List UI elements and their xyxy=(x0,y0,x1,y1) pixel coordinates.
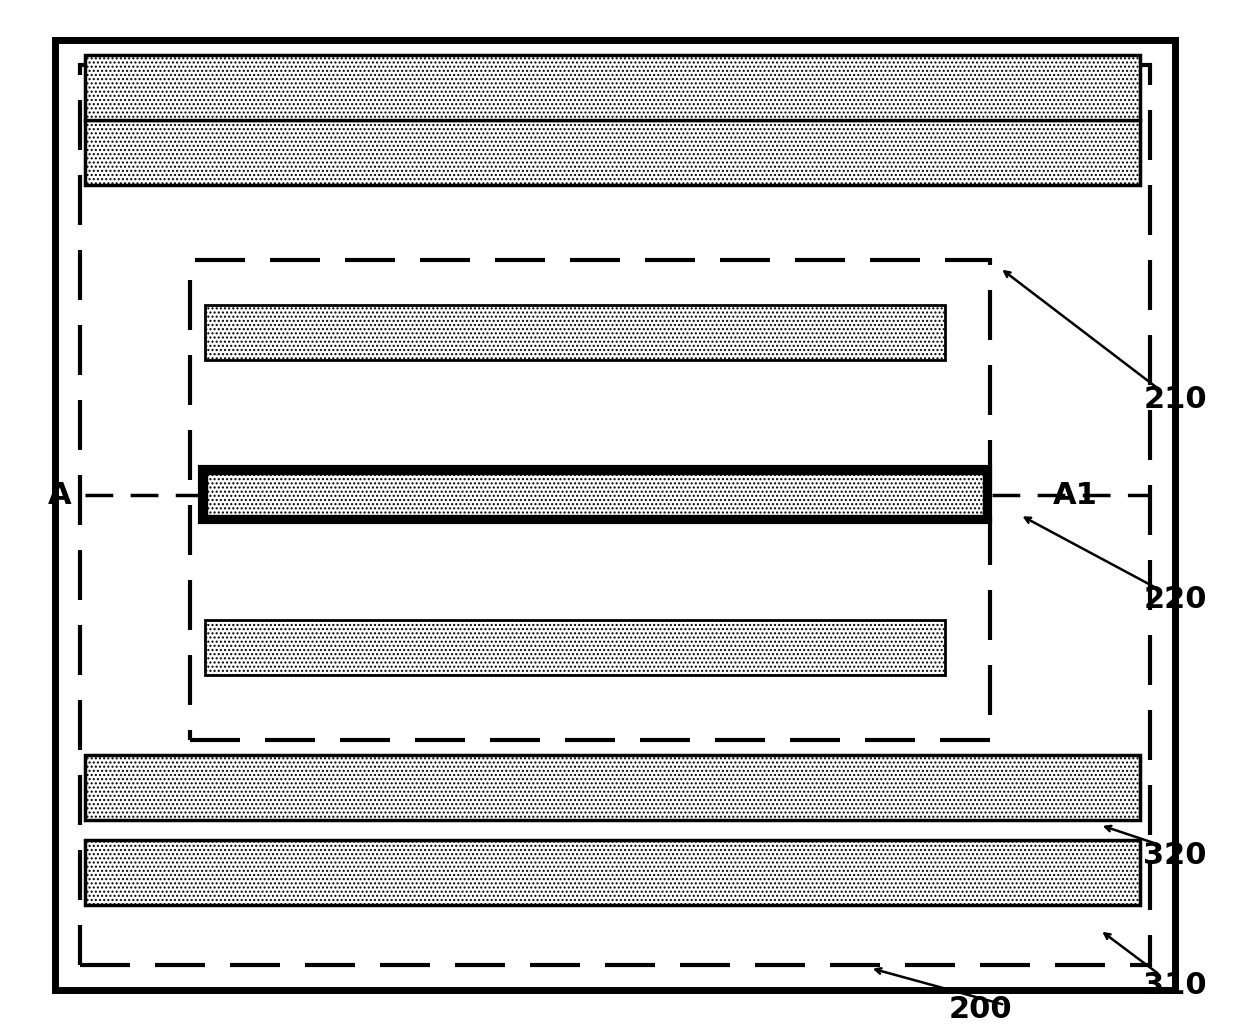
FancyBboxPatch shape xyxy=(86,55,1140,121)
Text: 320: 320 xyxy=(1143,840,1207,869)
FancyBboxPatch shape xyxy=(205,620,945,675)
Text: 200: 200 xyxy=(949,996,1012,1025)
FancyBboxPatch shape xyxy=(200,467,990,522)
Text: 220: 220 xyxy=(1143,585,1207,615)
FancyBboxPatch shape xyxy=(86,755,1140,820)
FancyBboxPatch shape xyxy=(55,40,1176,990)
FancyBboxPatch shape xyxy=(207,474,983,515)
Text: 310: 310 xyxy=(1143,970,1207,999)
Text: A: A xyxy=(48,481,72,510)
Text: A1: A1 xyxy=(1053,481,1097,510)
FancyBboxPatch shape xyxy=(86,121,1140,185)
FancyBboxPatch shape xyxy=(86,840,1140,905)
Text: 210: 210 xyxy=(1143,385,1207,414)
FancyBboxPatch shape xyxy=(205,305,945,360)
